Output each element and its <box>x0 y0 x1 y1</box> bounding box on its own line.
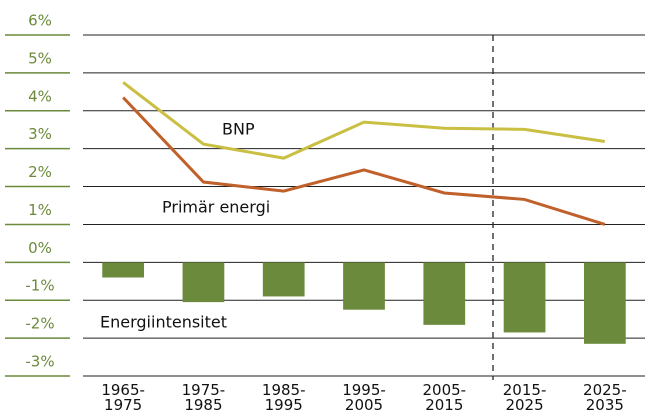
y-tick-label: 4% <box>28 87 52 105</box>
y-tick-label: 0% <box>28 239 52 257</box>
y-tick-label: -2% <box>25 315 54 333</box>
bar <box>343 262 385 310</box>
y-tick-label: 1% <box>28 201 52 219</box>
x-tick-label: 1975-1985 <box>182 381 226 414</box>
x-tick-label: 1985-1995 <box>262 381 306 414</box>
bar <box>102 262 145 278</box>
bar <box>182 262 225 303</box>
x-tick-label: 2015-2025 <box>503 381 547 414</box>
bar <box>503 262 546 333</box>
bar <box>262 262 305 297</box>
x-tick-label: 1995-2005 <box>342 381 386 414</box>
x-tick-label: 2025-2035 <box>583 381 627 414</box>
y-tick-label: 2% <box>28 163 52 181</box>
bar <box>423 262 466 325</box>
y-tick-label: -3% <box>25 353 54 371</box>
y-tick-label: -1% <box>25 277 54 295</box>
series-label: Energiintensitet <box>100 313 227 332</box>
x-tick-label: 2005-2015 <box>422 381 466 414</box>
y-tick-label: 3% <box>28 125 52 143</box>
bar <box>583 262 626 344</box>
line <box>122 96 606 226</box>
series-label: Primär energi <box>162 198 270 217</box>
line <box>122 81 606 160</box>
x-tick-label: 1965-1975 <box>101 381 145 414</box>
y-tick-label: 5% <box>28 49 52 67</box>
y-tick-label: 6% <box>28 12 52 30</box>
series-label: BNP <box>222 120 255 139</box>
